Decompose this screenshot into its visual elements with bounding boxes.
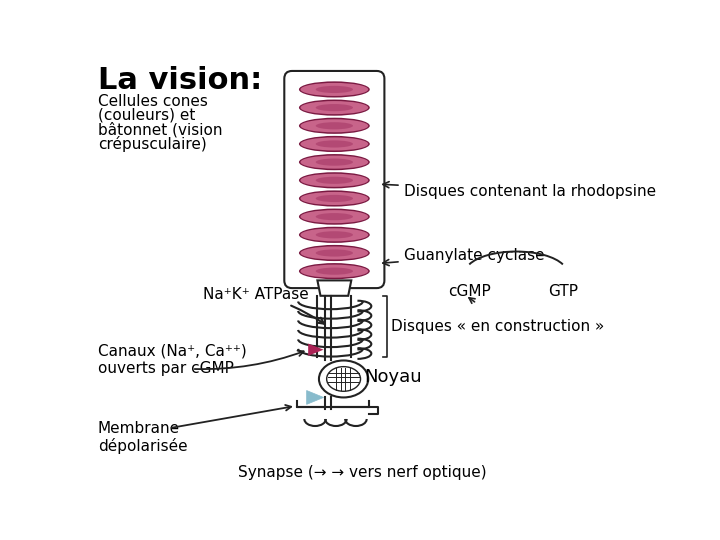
Ellipse shape [315, 140, 353, 147]
Ellipse shape [299, 136, 370, 152]
Ellipse shape [299, 263, 370, 279]
Text: (couleurs) et: (couleurs) et [98, 108, 195, 123]
Ellipse shape [315, 122, 353, 130]
Ellipse shape [315, 177, 353, 184]
Polygon shape [308, 343, 323, 356]
Text: Guanylate cyclase: Guanylate cyclase [383, 248, 544, 266]
Ellipse shape [299, 118, 370, 134]
Ellipse shape [315, 213, 353, 220]
Ellipse shape [299, 245, 370, 261]
Ellipse shape [300, 210, 368, 223]
Ellipse shape [300, 83, 368, 96]
Ellipse shape [300, 192, 368, 205]
Text: Membrane
dépolarisée: Membrane dépolarisée [98, 421, 188, 454]
Ellipse shape [300, 246, 368, 260]
Ellipse shape [319, 361, 368, 397]
Text: crépusculaire): crépusculaire) [98, 136, 207, 152]
Ellipse shape [300, 101, 368, 114]
Ellipse shape [300, 174, 368, 187]
Text: La vision:: La vision: [98, 66, 262, 96]
Text: GTP: GTP [548, 285, 578, 300]
Text: Synapse (→ → vers nerf optique): Synapse (→ → vers nerf optique) [238, 465, 487, 481]
Ellipse shape [300, 119, 368, 132]
Ellipse shape [299, 99, 370, 116]
Ellipse shape [299, 191, 370, 207]
FancyBboxPatch shape [284, 71, 384, 288]
Text: Noyau: Noyau [364, 368, 422, 386]
Polygon shape [318, 280, 351, 296]
Ellipse shape [299, 154, 370, 170]
Text: Cellules cones: Cellules cones [98, 94, 208, 109]
Ellipse shape [315, 267, 353, 275]
Ellipse shape [300, 228, 368, 241]
Ellipse shape [299, 172, 370, 188]
Ellipse shape [299, 227, 370, 243]
Text: Disques « en construction »: Disques « en construction » [390, 319, 604, 334]
Ellipse shape [315, 249, 353, 256]
Polygon shape [307, 390, 323, 404]
Text: Canaux (Na⁺, Ca⁺⁺)
ouverts par cGMP: Canaux (Na⁺, Ca⁺⁺) ouverts par cGMP [98, 343, 247, 376]
Ellipse shape [315, 159, 353, 166]
Text: bâtonnet (vision: bâtonnet (vision [98, 122, 222, 137]
Ellipse shape [300, 265, 368, 278]
Ellipse shape [315, 231, 353, 239]
Text: Disques contenant la rhodopsine: Disques contenant la rhodopsine [383, 181, 656, 199]
Ellipse shape [315, 104, 353, 111]
Ellipse shape [300, 156, 368, 168]
Ellipse shape [299, 208, 370, 225]
Text: cGMP: cGMP [448, 285, 490, 300]
Text: Na⁺K⁺ ATPase: Na⁺K⁺ ATPase [204, 287, 324, 323]
Ellipse shape [300, 137, 368, 151]
Ellipse shape [315, 86, 353, 93]
Ellipse shape [299, 82, 370, 98]
Ellipse shape [315, 195, 353, 202]
